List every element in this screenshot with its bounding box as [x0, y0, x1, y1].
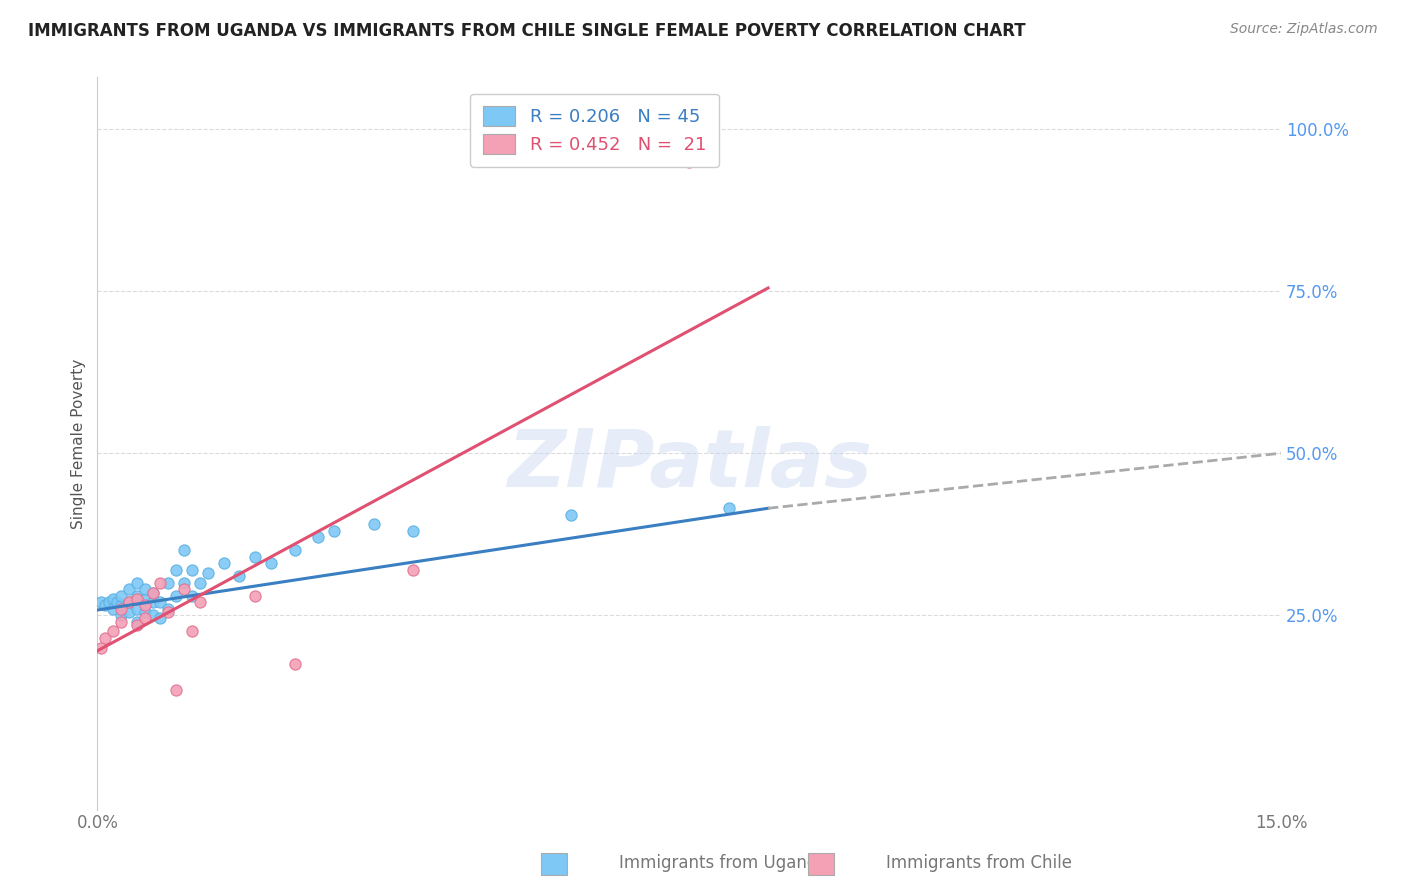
- Point: [118, 605, 141, 619]
- Point: [181, 624, 204, 639]
- Point: [181, 563, 204, 577]
- Point: [94, 631, 117, 645]
- Point: [181, 589, 204, 603]
- Point: [125, 618, 148, 632]
- Point: [105, 595, 128, 609]
- Point: [134, 592, 156, 607]
- Point: [165, 682, 187, 697]
- Point: [134, 611, 156, 625]
- Point: [243, 549, 266, 564]
- Point: [125, 615, 148, 629]
- Point: [149, 611, 172, 625]
- Point: [307, 531, 329, 545]
- Text: Immigrants from Uganda: Immigrants from Uganda: [619, 855, 827, 872]
- Point: [363, 517, 385, 532]
- Point: [188, 575, 211, 590]
- Text: IMMIGRANTS FROM UGANDA VS IMMIGRANTS FROM CHILE SINGLE FEMALE POVERTY CORRELATIO: IMMIGRANTS FROM UGANDA VS IMMIGRANTS FRO…: [28, 22, 1026, 40]
- Legend: R = 0.206   N = 45, R = 0.452   N =  21: R = 0.206 N = 45, R = 0.452 N = 21: [470, 94, 718, 167]
- Point: [212, 557, 235, 571]
- Point: [110, 601, 132, 615]
- Point: [110, 608, 132, 623]
- Text: Immigrants from Chile: Immigrants from Chile: [886, 855, 1071, 872]
- Point: [284, 657, 307, 671]
- Point: [125, 601, 148, 615]
- Point: [402, 563, 425, 577]
- Point: [402, 524, 425, 538]
- Point: [165, 589, 187, 603]
- Point: [142, 608, 165, 623]
- Point: [134, 582, 156, 597]
- Point: [678, 154, 700, 169]
- Point: [243, 589, 266, 603]
- Point: [260, 557, 283, 571]
- Y-axis label: Single Female Poverty: Single Female Poverty: [72, 359, 86, 529]
- Point: [188, 595, 211, 609]
- Point: [142, 585, 165, 599]
- Point: [98, 595, 121, 609]
- Point: [125, 575, 148, 590]
- Point: [228, 569, 250, 583]
- Point: [134, 599, 156, 613]
- Point: [173, 575, 195, 590]
- Point: [149, 595, 172, 609]
- Point: [118, 595, 141, 609]
- Point: [197, 566, 219, 580]
- Point: [157, 575, 180, 590]
- Text: Source: ZipAtlas.com: Source: ZipAtlas.com: [1230, 22, 1378, 37]
- Point: [323, 524, 346, 538]
- Point: [134, 605, 156, 619]
- Point: [118, 582, 141, 597]
- Point: [560, 508, 582, 522]
- Point: [157, 605, 180, 619]
- Point: [125, 589, 148, 603]
- Point: [149, 575, 172, 590]
- Text: ZIPatlas: ZIPatlas: [506, 426, 872, 505]
- Point: [90, 595, 112, 609]
- Point: [717, 501, 740, 516]
- Point: [157, 601, 180, 615]
- Point: [94, 599, 117, 613]
- Point: [110, 599, 132, 613]
- Point: [90, 640, 112, 655]
- Point: [165, 563, 187, 577]
- Point: [110, 615, 132, 629]
- Point: [142, 595, 165, 609]
- Point: [110, 589, 132, 603]
- Point: [125, 592, 148, 607]
- Point: [284, 543, 307, 558]
- Point: [173, 582, 195, 597]
- Point: [173, 543, 195, 558]
- Point: [101, 592, 124, 607]
- Point: [101, 601, 124, 615]
- Point: [118, 595, 141, 609]
- Point: [142, 585, 165, 599]
- Point: [101, 624, 124, 639]
